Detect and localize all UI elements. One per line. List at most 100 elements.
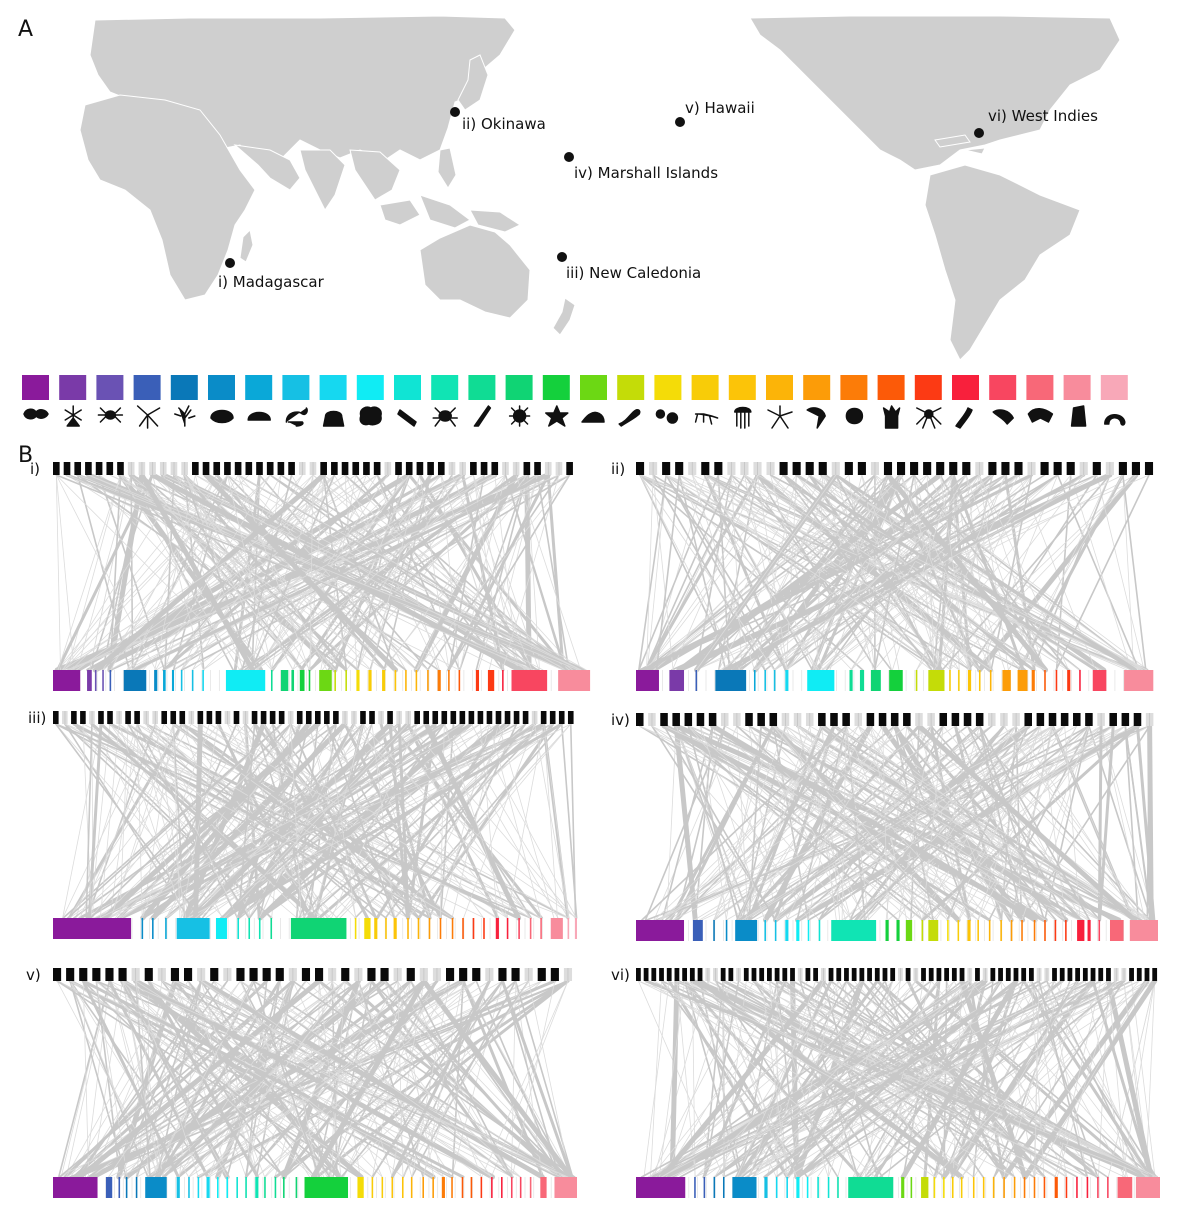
interaction-edge xyxy=(732,474,889,671)
top-node xyxy=(66,968,75,981)
top-node xyxy=(233,711,240,724)
interaction-edge xyxy=(893,725,1057,921)
interaction-edge xyxy=(966,725,1067,921)
top-node xyxy=(792,462,801,475)
bottom-node xyxy=(967,920,971,941)
interaction-edge xyxy=(710,723,1038,923)
interaction-edge xyxy=(407,723,572,919)
bottom-node xyxy=(889,670,903,691)
interaction-edge xyxy=(66,980,346,1178)
top-node xyxy=(245,462,253,475)
bottom-node xyxy=(1067,670,1071,691)
interaction-edge xyxy=(150,980,464,1178)
bottom-node xyxy=(437,670,441,691)
bottom-node xyxy=(461,1177,464,1198)
interaction-edge xyxy=(140,723,437,919)
top-node xyxy=(779,462,788,475)
interaction-edge xyxy=(199,723,532,919)
network-label: iii) xyxy=(28,709,46,727)
interaction-edge xyxy=(866,980,1094,1178)
top-node xyxy=(92,968,101,981)
top-node xyxy=(387,711,393,724)
interaction-edge xyxy=(644,473,759,672)
interaction-edge xyxy=(926,474,935,671)
top-node xyxy=(975,968,980,981)
interaction-edge xyxy=(1033,980,1148,1178)
bottom-node xyxy=(141,918,144,939)
legend-swatch xyxy=(22,375,49,400)
taxon-color-legend xyxy=(22,375,1128,400)
interaction-edge xyxy=(650,980,662,1178)
bottom-node xyxy=(943,1177,945,1198)
bottom-node xyxy=(1077,920,1085,941)
interaction-edge xyxy=(343,980,451,1178)
interaction-edge xyxy=(1019,474,1111,671)
interaction-edge xyxy=(309,474,314,671)
interaction-edge xyxy=(653,474,889,671)
interaction-edge xyxy=(700,725,766,921)
bottom-node xyxy=(1117,1177,1133,1198)
interaction-edge xyxy=(388,722,409,920)
interaction-edge xyxy=(650,980,809,1178)
interaction-edge xyxy=(310,978,427,1180)
top-node xyxy=(315,968,324,981)
interaction-edge xyxy=(118,723,338,919)
bottom-node xyxy=(371,1177,374,1198)
interaction-edge xyxy=(248,723,391,919)
interaction-edge xyxy=(407,723,576,919)
interaction-edge xyxy=(736,979,879,1179)
top-node xyxy=(1066,462,1075,475)
interaction-edge xyxy=(511,980,556,1178)
interaction-edge xyxy=(691,980,945,1178)
interaction-edge xyxy=(151,980,254,1178)
bottom-node xyxy=(295,1177,298,1198)
top-node xyxy=(224,462,231,475)
interaction-edge xyxy=(722,980,725,1178)
interaction-edge xyxy=(250,474,336,671)
top-node xyxy=(416,462,424,475)
interaction-edge xyxy=(67,474,121,671)
top-node xyxy=(468,711,475,724)
top-node xyxy=(1082,968,1088,981)
top-node xyxy=(534,462,541,475)
interaction-edge xyxy=(643,980,670,1178)
top-node xyxy=(720,968,726,981)
top-node xyxy=(170,711,177,724)
africa-shape xyxy=(79,94,256,301)
interaction-edge xyxy=(663,725,776,921)
bottom-node xyxy=(491,1177,493,1198)
interaction-edge xyxy=(477,474,538,671)
bottom-node xyxy=(1043,1177,1046,1198)
interaction-edge xyxy=(797,725,852,921)
bottom-node xyxy=(1087,920,1091,941)
interaction-edge xyxy=(737,725,823,921)
interaction-edge xyxy=(245,980,372,1178)
bottom-node xyxy=(53,670,81,691)
top-node xyxy=(818,462,827,475)
snail-icon xyxy=(581,411,605,423)
interaction-edge xyxy=(797,725,1046,921)
bottom-node xyxy=(901,1177,905,1198)
bottom-node xyxy=(692,920,703,941)
interaction-edge xyxy=(56,474,218,671)
interaction-edge xyxy=(448,474,571,671)
legend-swatch xyxy=(431,375,459,400)
bottom-node xyxy=(308,670,311,691)
legend-swatch xyxy=(580,375,607,400)
site-label-new-caledonia: iii) New Caledonia xyxy=(566,264,701,282)
top-node xyxy=(53,968,62,981)
top-node xyxy=(949,462,958,475)
top-node xyxy=(566,462,573,475)
top-node xyxy=(491,462,499,475)
bottom-node xyxy=(636,920,685,941)
bottom-node-row xyxy=(53,1177,577,1198)
interaction-edge xyxy=(305,980,521,1178)
interaction-edge xyxy=(1008,474,1124,671)
interaction-edge xyxy=(768,980,829,1178)
top-node xyxy=(53,462,60,475)
interaction-edge xyxy=(857,980,1001,1178)
top-node xyxy=(320,462,327,475)
interaction-edge xyxy=(515,474,582,671)
top-node xyxy=(759,968,765,981)
site-marker-okinawa xyxy=(450,107,460,117)
